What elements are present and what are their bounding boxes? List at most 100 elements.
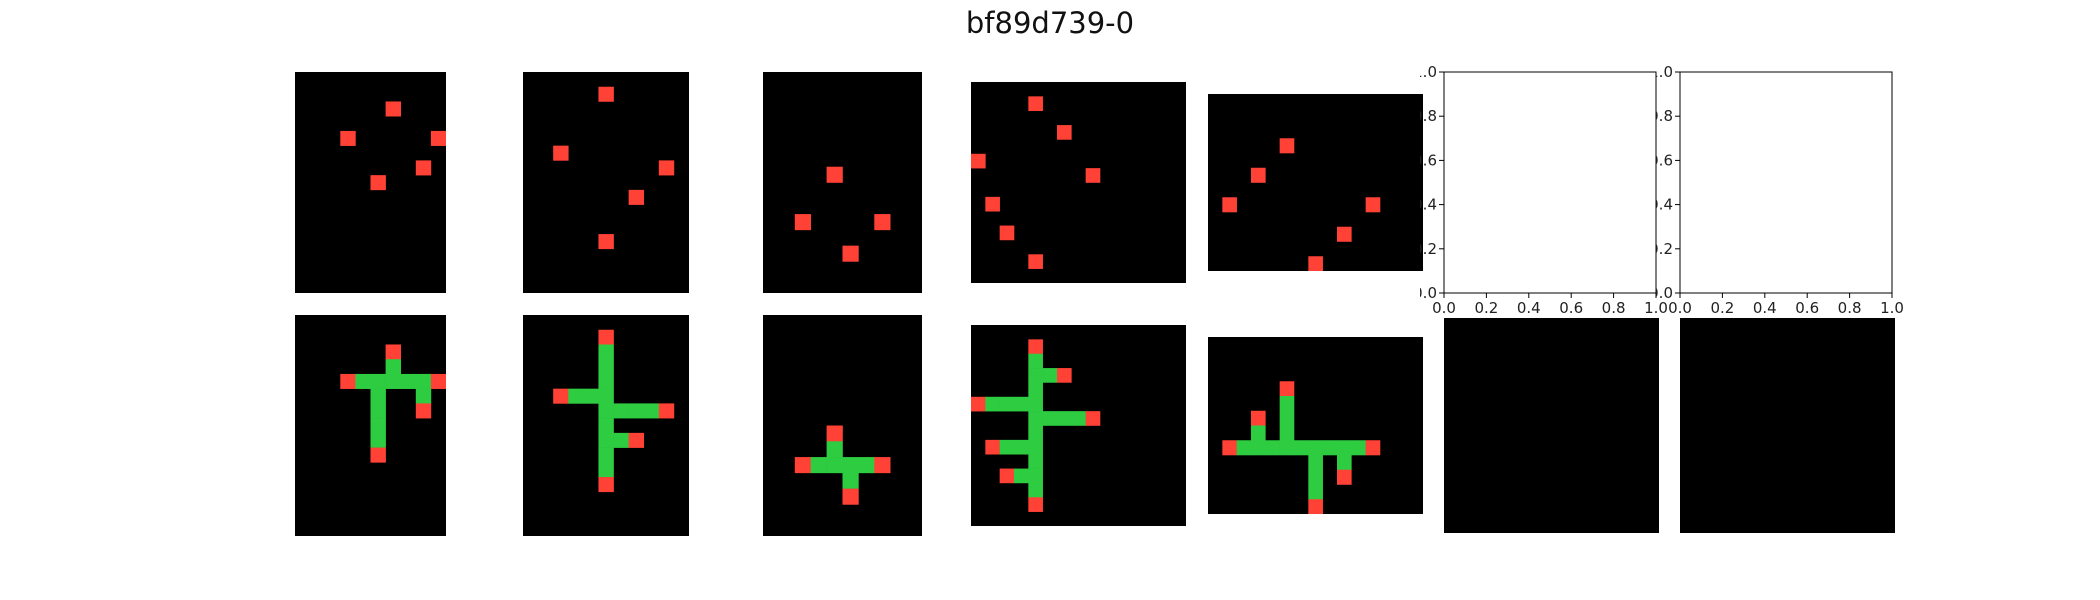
green-cell — [1042, 411, 1058, 426]
figure-title: bf89d739-0 — [965, 6, 1135, 40]
red-cell — [874, 457, 891, 474]
empty-axes: 0.0 0.2 0.4 0.6 0.8 1.0 0.0 0.2 0.4 0.6 0.8 1.0 — [1649, 60, 1906, 325]
red-cell — [1337, 226, 1352, 242]
y-tick-label: 0.4 — [1656, 196, 1673, 214]
green-cell — [1028, 368, 1043, 383]
green-cell — [1251, 440, 1266, 456]
grid-background — [1444, 318, 1659, 533]
grid-pair-5-output — [1208, 337, 1423, 514]
green-cell — [999, 396, 1015, 412]
red-cell — [1251, 167, 1266, 183]
green-cell — [1028, 353, 1043, 369]
green-cell — [370, 432, 386, 448]
grid-panel — [1680, 318, 1895, 533]
green-cell — [1028, 454, 1043, 469]
x-tick-label: 0.6 — [1795, 299, 1819, 317]
x-tick-label: 1.0 — [1880, 299, 1904, 317]
green-cell — [1351, 440, 1366, 456]
green-cell — [1279, 425, 1295, 441]
grid-pair-1-input — [295, 72, 446, 293]
y-tick-label: 0.8 — [1420, 107, 1437, 125]
red-cell — [598, 234, 614, 250]
green-cell — [810, 457, 827, 474]
axes-frame — [1443, 71, 1657, 294]
grid-pair-2-input — [523, 72, 689, 293]
red-cell — [874, 214, 891, 231]
x-tick-label: 0.2 — [1474, 299, 1498, 317]
green-cell — [568, 388, 584, 404]
red-cell — [1028, 497, 1043, 512]
red-cell — [1057, 125, 1072, 140]
green-cell — [1028, 468, 1043, 484]
red-cell — [1028, 254, 1043, 269]
grid-pair-4-input — [971, 82, 1186, 283]
red-cell — [385, 101, 401, 117]
red-cell — [1028, 339, 1043, 355]
green-cell — [1014, 468, 1029, 484]
red-cell — [985, 439, 1000, 455]
red-cell — [1365, 440, 1381, 456]
green-cell — [1028, 425, 1043, 441]
x-tick-label: 0.8 — [1602, 299, 1626, 317]
x-tick-label: 1.0 — [1644, 299, 1668, 317]
red-cell — [1085, 168, 1101, 183]
green-cell — [598, 418, 614, 434]
green-cell — [1071, 411, 1086, 426]
green-cell — [370, 418, 386, 434]
y-tick-label: 0.2 — [1656, 240, 1673, 258]
green-cell — [1057, 411, 1072, 426]
green-cell — [598, 388, 614, 404]
x-tick-label: 0.4 — [1517, 299, 1541, 317]
red-cell — [598, 329, 614, 345]
green-cell — [370, 403, 386, 419]
grid-panel — [523, 315, 689, 536]
grid-pair-3-output — [763, 315, 922, 536]
red-cell — [1085, 411, 1101, 426]
red-cell — [999, 468, 1015, 484]
red-cell — [971, 153, 986, 169]
grid-pair-5-input — [1208, 94, 1423, 271]
grid-test-output-1 — [1444, 318, 1659, 533]
green-cell — [842, 457, 859, 474]
red-cell — [598, 86, 614, 102]
red-cell — [826, 425, 843, 442]
red-cell — [1222, 197, 1237, 213]
grid-pair-3-input — [763, 72, 922, 293]
green-cell — [1337, 440, 1352, 456]
green-cell — [400, 373, 417, 389]
green-cell — [858, 457, 875, 474]
red-cell — [658, 403, 675, 419]
green-cell — [1014, 396, 1029, 412]
y-tick-label: 0.2 — [1420, 240, 1437, 258]
axes-frame — [1679, 71, 1893, 294]
red-cell — [842, 488, 859, 505]
green-cell — [1279, 440, 1295, 456]
grid-background — [1680, 318, 1895, 533]
green-cell — [643, 403, 660, 419]
green-cell — [598, 403, 614, 419]
green-cell — [370, 373, 386, 389]
green-cell — [598, 344, 614, 360]
y-tick-label: 0.6 — [1420, 151, 1437, 169]
green-cell — [1322, 440, 1338, 456]
y-tick-label: 1.0 — [1656, 63, 1673, 81]
red-cell — [1308, 256, 1323, 271]
red-cell — [370, 175, 386, 191]
grid-panel — [1208, 337, 1423, 514]
green-cell — [613, 432, 629, 448]
x-tick-label: 0.0 — [1668, 299, 1692, 317]
red-cell — [794, 214, 811, 231]
red-cell — [1028, 96, 1043, 112]
grid-panel — [523, 72, 689, 293]
grid-pair-2-output — [523, 315, 689, 536]
red-cell — [794, 457, 811, 474]
green-cell — [842, 472, 859, 489]
green-cell — [583, 388, 599, 404]
red-cell — [628, 189, 645, 205]
red-cell — [1222, 440, 1237, 456]
green-cell — [1251, 425, 1266, 441]
red-cell — [340, 373, 356, 389]
x-tick-label: 0.4 — [1753, 299, 1777, 317]
red-cell — [1279, 138, 1295, 154]
y-tick-label: 0.6 — [1656, 151, 1673, 169]
